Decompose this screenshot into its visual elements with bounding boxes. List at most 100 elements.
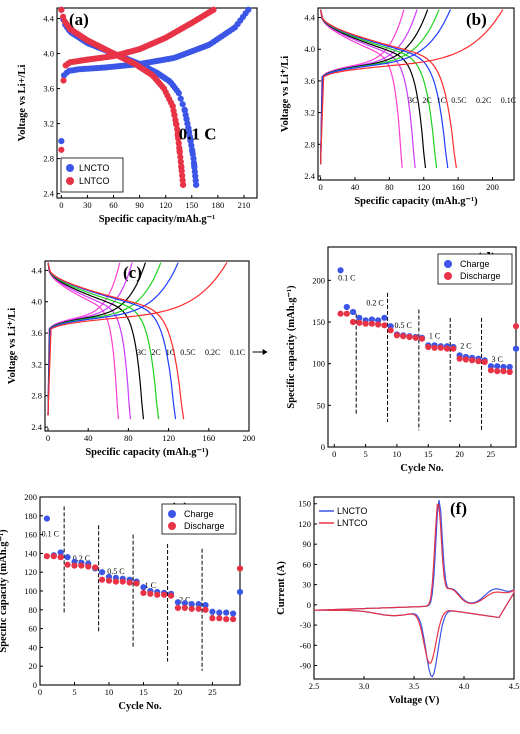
legend-label-lncto: LNCTO [79,163,109,173]
discharge-curve-3C [47,262,119,420]
charge-curve-1C [47,262,146,416]
discharge-point-d [456,355,463,362]
data-point-lntco-tail [174,126,181,133]
discharge-point-d [506,368,513,376]
x-tick-label-e: 0 [38,687,42,697]
discharge-point-e [140,589,147,596]
rate-label-d-1: 0.2 C [366,298,383,307]
charge-curve-0.5C [47,262,162,416]
y-tick-label-e: 60 [29,624,38,634]
rate-label-0.2C: 0.2C [205,348,220,357]
rate-label-e-4: 2 C [179,595,190,604]
data-point-lntco-tail [177,153,184,161]
discharge-point-e [181,604,188,612]
x-tick-label-a: 150 [185,200,198,210]
x-tick-label-a: 90 [135,200,144,210]
x-tick-label-a: 120 [159,200,172,210]
discharge-point-d [381,322,388,329]
rate-label-1C: 1C [166,348,175,357]
y-tick-label-f: -30 [300,620,311,630]
y-tick-label-d: 100 [312,359,325,369]
charge-point-e [230,610,237,617]
data-point-lntco-tail [175,135,182,142]
x-tick-label-c: 0 [46,433,50,443]
charge-point-e [223,609,230,616]
charge-curve-0.1C [47,262,228,416]
y-tick-label-e: 0 [33,680,37,690]
y-tick-label-d: 50 [317,400,326,410]
charge-curve-0.2C [47,262,179,416]
y-tick-label-b: 2.8 [304,139,315,149]
x-tick-label-b: 120 [417,182,430,192]
data-point-lncto-discharge [177,95,184,102]
discharge-point-e [230,616,237,623]
discharge-point-d [406,333,413,341]
discharge-point-e [64,561,71,568]
data-point-lntco-discharge [59,13,67,20]
data-point-lntco-tail [176,144,183,151]
data-point-lntco-tail [174,130,181,137]
data-point-lntco-tail [178,167,185,175]
plot-frame-b [317,7,515,181]
charge-point-e [195,601,202,608]
x-tick-label-b: 160 [452,182,465,192]
y-axis-label-d: Specific capacity (mAh.g⁻¹) [286,285,297,409]
discharge-point-e [71,562,78,569]
x-tick-label-d: 15 [424,449,433,459]
y-tick-label-e: 180 [24,511,37,521]
discharge-point-e [92,564,99,571]
legend-marker-lncto [66,164,74,172]
charge-point-e [209,608,216,615]
y-tick-label-e: 160 [24,530,37,540]
y-tick-label-c: 4.4 [31,265,42,275]
discharge-point-e [147,590,154,597]
discharge-point-d [368,320,375,327]
y-tick-label-d: 0 [321,442,325,452]
rate-annotation: 0.1 C [179,124,217,143]
rate-label-e-5: 3 C [210,608,221,617]
y-tick-label-f: -90 [300,661,311,671]
discharge-point-e [236,565,244,572]
discharge-point-e [195,605,202,612]
legend-marker-lntco [66,177,74,185]
discharge-point-d [512,323,520,330]
rate-label-e-1: 0.2 C [73,554,90,563]
y-tick-label-b: 3.6 [304,76,315,86]
x-tick-label-d: 25 [487,449,496,459]
discharge-point-e [112,578,119,585]
x-tick-label-f: 4.0 [459,681,470,691]
rate-label-3C: 3C [408,96,417,105]
y-tick-label-f: 60 [303,559,312,569]
y-tick-label-e: 40 [29,642,38,652]
x-tick-label-f: 3.5 [409,681,420,691]
data-point-lntco-discharge [58,6,65,13]
rate-label-3C: 3C [137,348,146,357]
data-point-lntco-tail [179,177,186,184]
y-tick-label-a: 4.4 [43,14,54,24]
charge-point-d [494,363,501,370]
discharge-curve-2C [320,9,416,169]
x-tick-label-b: 40 [351,182,360,192]
legend-label-charge-d: Charge [460,259,490,269]
x-tick-label-e: 10 [105,687,114,697]
charge-point-d [356,314,363,321]
discharge-curve-0.5C [47,262,160,420]
discharge-curve-0.1C [320,9,457,169]
data-point-lntco-charge [58,146,65,153]
data-point-lntco-tail [176,149,183,156]
discharge-point-d [462,356,469,363]
rate-label-2C: 2C [151,348,160,357]
y-tick-label-f: 0 [307,600,311,610]
charge-curve-0.2C [320,9,451,165]
x-tick-label-c: 80 [124,433,133,443]
legend-label-lncto-f: LNCTO [337,506,367,516]
y-tick-label-c: 2.8 [31,391,42,401]
discharge-point-e [133,580,140,587]
discharge-point-e [223,616,230,623]
rate-label-d-3: 1 C [429,332,440,341]
x-axis-label-c: Specific capacity (mAh.g⁻¹) [85,447,209,458]
charge-point-e [57,549,64,556]
discharge-point-e [209,615,216,622]
charge-curve-2C [47,262,133,416]
